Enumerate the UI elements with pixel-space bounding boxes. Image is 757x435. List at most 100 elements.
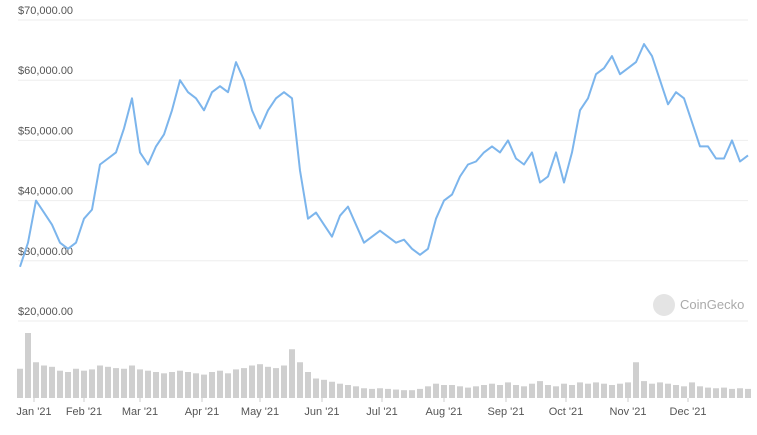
- y-tick-label: $60,000.00: [18, 65, 73, 77]
- volume-bar: [81, 370, 87, 398]
- volume-bar: [649, 383, 655, 398]
- volume-bar: [417, 388, 423, 398]
- volume-bar: [633, 362, 639, 398]
- volume-bar: [161, 373, 167, 398]
- y-tick-label: $40,000.00: [18, 186, 73, 198]
- volume-bar: [609, 385, 615, 398]
- volume-bar: [569, 385, 575, 398]
- volume-bar: [521, 386, 527, 398]
- volume-bar: [361, 388, 367, 398]
- x-tick-label: May '21: [241, 406, 279, 418]
- volume-bar: [457, 386, 463, 398]
- volume-bar: [193, 373, 199, 398]
- volume-bar: [33, 362, 39, 398]
- volume-bar: [737, 388, 743, 398]
- y-tick-label: $70,000.00: [18, 5, 73, 17]
- volume-bar: [657, 382, 663, 398]
- volume-bar: [225, 373, 231, 398]
- volume-bar: [393, 389, 399, 398]
- x-tick-label: Dec '21: [670, 406, 707, 418]
- volume-bar: [329, 381, 335, 398]
- volume-bar: [497, 385, 503, 398]
- volume-bar: [257, 364, 263, 398]
- volume-bar: [721, 387, 727, 398]
- volume-bar: [481, 385, 487, 398]
- volume-bar: [729, 388, 735, 398]
- y-tick-label: $50,000.00: [18, 125, 73, 137]
- volume-bar: [89, 369, 95, 398]
- volume-bar: [297, 362, 303, 398]
- volume-bar: [345, 385, 351, 398]
- volume-bar: [441, 385, 447, 398]
- y-tick-label: $20,000.00: [18, 306, 73, 318]
- volume-bar: [177, 370, 183, 398]
- volume-bar: [433, 383, 439, 398]
- volume-bar: [49, 366, 55, 398]
- x-tick-label: Jul '21: [366, 406, 397, 418]
- volume-bar: [153, 372, 159, 398]
- volume-bar: [97, 365, 103, 398]
- volume-bar: [65, 372, 71, 398]
- volume-bar: [337, 383, 343, 398]
- x-tick-label: Apr '21: [185, 406, 220, 418]
- volume-bar: [121, 368, 127, 398]
- volume-bar: [577, 382, 583, 398]
- y-tick-label: $30,000.00: [18, 246, 73, 258]
- volume-bar: [105, 366, 111, 398]
- volume-bar: [465, 387, 471, 398]
- x-tick-label: Feb '21: [66, 406, 102, 418]
- x-tick-label: Jun '21: [304, 406, 339, 418]
- x-tick-label: Aug '21: [426, 406, 463, 418]
- volume-bar: [697, 386, 703, 398]
- volume-bar: [369, 388, 375, 398]
- x-tick-label: Nov '21: [610, 406, 647, 418]
- volume-bar: [505, 382, 511, 398]
- volume-bar: [385, 388, 391, 398]
- volume-bar: [41, 365, 47, 398]
- volume-bar: [73, 368, 79, 398]
- watermark-logo: [653, 294, 675, 316]
- volume-bar: [305, 372, 311, 398]
- volume-bar: [217, 370, 223, 398]
- volume-bar: [25, 333, 31, 398]
- volume-bar: [273, 368, 279, 398]
- volume-bar: [425, 386, 431, 398]
- volume-bar: [185, 372, 191, 398]
- volume-bar: [713, 388, 719, 398]
- volume-bar: [593, 382, 599, 398]
- volume-bar: [249, 365, 255, 398]
- plot: $20,000.00 $30,000.00 $40,000.00 $50,000.00…: [16, 5, 751, 418]
- volume-bar: [537, 381, 543, 398]
- x-tick-label: Jan '21: [16, 406, 51, 418]
- volume-bar: [129, 365, 135, 398]
- volume-bar: [17, 368, 23, 398]
- volume-bar: [281, 365, 287, 398]
- volume-bar: [665, 383, 671, 398]
- volume-bar: [377, 388, 383, 398]
- volume-bar: [585, 383, 591, 398]
- volume-bar: [745, 388, 751, 398]
- volume-bar: [137, 369, 143, 398]
- volume-bar: [489, 383, 495, 398]
- volume-bar: [545, 385, 551, 398]
- volume-bar: [209, 372, 215, 398]
- x-tick-label: Sep '21: [488, 406, 525, 418]
- volume-bar: [561, 383, 567, 398]
- watermark: CoinGecko: [680, 297, 744, 312]
- volume-bar: [401, 390, 407, 398]
- volume-bar: [449, 385, 455, 398]
- volume-bar: [529, 383, 535, 398]
- volume-bar: [673, 385, 679, 398]
- volume-bar: [513, 385, 519, 398]
- volume-bar: [553, 386, 559, 398]
- volume-bar: [473, 386, 479, 398]
- volume-bar: [145, 370, 151, 398]
- volume-bar: [705, 387, 711, 398]
- price-line: [19, 43, 749, 268]
- volume-bar: [321, 379, 327, 398]
- volume-bar: [169, 372, 175, 398]
- volume-bar: [113, 368, 119, 398]
- volume-bar: [641, 381, 647, 398]
- volume-bar: [57, 370, 63, 398]
